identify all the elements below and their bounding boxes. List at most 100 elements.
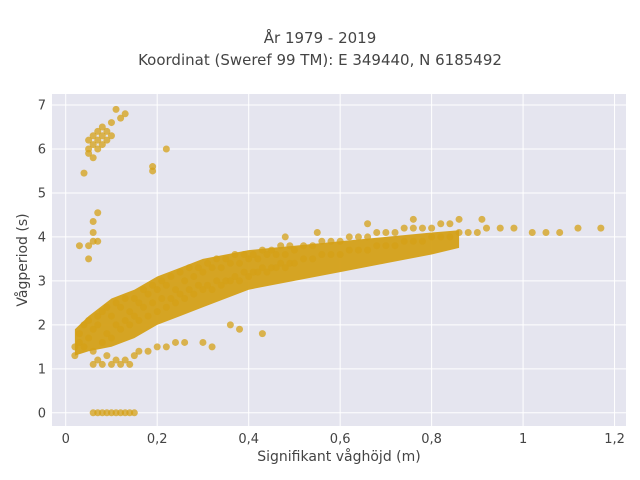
chart-title-line-1: År 1979 - 2019 [263,29,377,47]
data-point [236,325,244,333]
data-point [89,132,97,140]
data-point [103,136,111,144]
data-point [249,251,257,259]
data-point [94,127,102,135]
data-point [190,290,198,298]
chart-title-line-2: Koordinat (Sweref 99 TM): E 349440, N 61… [138,51,502,69]
data-point [80,343,88,351]
data-point [194,281,202,289]
data-point [112,105,120,113]
data-point [107,132,115,140]
data-point [364,220,372,228]
data-point [240,268,248,276]
data-point [85,136,93,144]
data-point [103,127,111,135]
data-point [194,264,202,272]
dense-point-region [74,230,460,356]
data-point [103,330,111,338]
data-point [98,123,106,131]
data-point [231,272,239,280]
data-point [176,268,184,276]
data-point [89,218,97,226]
data-point [153,343,161,351]
data-point [382,229,390,237]
data-point [309,242,317,250]
data-point [373,242,381,250]
data-point [245,255,253,263]
data-point [318,237,326,245]
data-point [574,224,582,232]
data-point [190,272,198,280]
data-point [75,330,83,338]
data-point [382,242,390,250]
data-point [542,229,550,237]
data-point [327,251,335,259]
data-point [94,321,102,329]
data-point [98,308,106,316]
data-point [85,145,93,153]
data-point [300,255,308,263]
data-point [117,325,125,333]
data-point [144,347,152,355]
data-point [313,229,321,237]
data-point [263,268,271,276]
data-point [167,294,175,302]
data-point [89,325,97,333]
x-tick-label: 0,4 [238,432,259,447]
data-point [391,229,399,237]
data-point [94,145,102,153]
data-point [149,299,157,307]
data-point [89,360,97,368]
data-point [217,281,225,289]
data-point [418,224,426,232]
y-tick-label: 4 [38,230,46,245]
data-point [496,224,504,232]
data-point [483,224,491,232]
data-point [400,237,408,245]
data-point [71,343,79,351]
data-point [199,268,207,276]
data-point [103,352,111,360]
data-point [364,246,372,254]
data-point [98,360,106,368]
data-point [185,286,193,294]
data-point [162,281,170,289]
data-point [428,233,436,241]
data-point [254,255,262,263]
data-point [130,409,138,417]
data-point [153,308,161,316]
data-point [135,316,143,324]
data-point [409,237,417,245]
data-point [171,299,179,307]
data-point [126,321,134,329]
data-point [226,277,234,285]
data-point [277,242,285,250]
data-point [144,290,152,298]
data-point [117,303,125,311]
data-point [107,119,115,127]
data-point [437,233,445,241]
data-point [290,259,298,267]
data-point [281,251,289,259]
data-point [139,303,147,311]
y-tick-label: 0 [38,406,46,421]
y-tick-label: 1 [38,362,46,377]
data-point [556,229,564,237]
data-point [281,233,289,241]
data-point [176,290,184,298]
data-point [309,255,317,263]
data-point [245,272,253,280]
data-point [89,141,97,149]
data-point [121,110,129,118]
x-tick-label: 0,2 [147,432,168,447]
data-point [94,237,102,245]
data-point [409,215,417,223]
data-point [121,316,129,324]
data-point [226,259,234,267]
data-point [89,229,97,237]
data-point [121,294,129,302]
data-point [103,303,111,311]
data-point [213,255,221,263]
y-tick-label: 5 [38,186,46,201]
data-point [126,360,134,368]
